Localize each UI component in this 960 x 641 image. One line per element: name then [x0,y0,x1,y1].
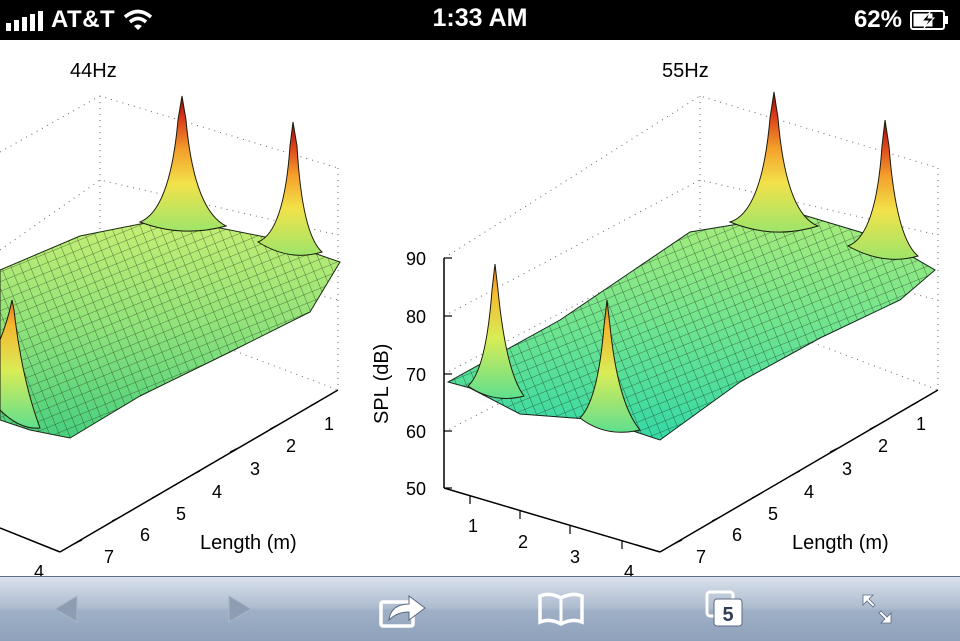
bookmarks-button[interactable] [516,577,606,641]
tick-length-r-2: 2 [878,436,888,456]
battery-charging-icon [910,10,948,30]
web-content[interactable]: 44Hz [0,40,960,576]
tick-length-r-5: 5 [768,504,778,524]
tick-length-r-4: 4 [804,482,814,502]
wifi-icon [124,9,153,30]
plot-title-44hz: 44Hz [70,60,117,82]
tabs-count: 5 [722,604,733,626]
tick-length-6: 6 [140,525,150,545]
battery-percent: 62% [853,6,902,33]
tick-spl-70: 70 [406,365,426,385]
length-axis-right: 1 2 3 4 5 6 7 Length (m) [673,401,926,567]
tick-length-2: 2 [286,436,296,456]
plot-title-55hz: 55Hz [662,60,709,82]
peak-55hz-b [846,119,920,260]
tick-length-r-7: 7 [696,547,706,567]
tick-length-7: 7 [104,547,114,567]
status-right: 62% [854,4,950,36]
tick-spl-60: 60 [406,422,426,442]
tick-width-2: 2 [518,532,528,552]
length-axis-left: 1 2 3 4 5 6 7 Length (m) 4 [34,401,334,576]
mesh-44hz [0,218,340,438]
tick-width-4: 4 [624,562,634,576]
back-arrow-icon [54,595,78,623]
tabs-button[interactable]: 5 [680,577,770,641]
tick-spl-80: 80 [406,307,426,327]
signal-icon [6,9,43,31]
width-axis-right: 1 2 3 4 [468,496,634,576]
status-bar: AT&T 1:33 AM 62% [0,0,960,40]
tick-spl-50: 50 [406,479,426,499]
tick-length-r-3: 3 [842,459,852,479]
peak-44hz-b [256,121,323,256]
tick-width-3: 3 [570,547,580,567]
length-label-right: Length (m) [792,532,889,554]
spl-axis: 90 80 70 60 50 SPL (dB) [371,249,452,499]
peak-44hz-a [138,95,228,232]
forward-button[interactable] [194,577,284,641]
peak-44hz-c [0,299,41,429]
fullscreen-button[interactable] [832,577,922,641]
tabs-icon: 5 [705,590,743,627]
bookmarks-icon [538,592,584,626]
peak-55hz-a [728,91,820,233]
spl-label: SPL (dB) [371,344,393,424]
tick-length-3: 3 [250,459,260,479]
tick-spl-90: 90 [406,249,426,269]
status-left: AT&T [6,4,153,36]
tick-length-r-6: 6 [732,525,742,545]
browser-toolbar: 5 [0,576,960,641]
tick-length-1: 1 [324,414,334,434]
plot-44hz: 44Hz [0,60,341,576]
share-icon [379,595,426,628]
tick-length-5: 5 [176,504,186,524]
share-button[interactable] [358,577,448,641]
carrier-name: AT&T [51,6,116,33]
plot-55hz: 55Hz 90 80 [371,60,939,576]
tick-length-r-1: 1 [916,414,926,434]
peak-55hz-c [467,263,525,399]
fullscreen-icon [862,594,892,624]
tick-length-4: 4 [212,482,222,502]
clock: 1:33 AM [432,4,528,32]
tick-width-1: 1 [468,516,478,536]
forward-arrow-icon [228,595,252,623]
length-label-left: Length (m) [200,532,297,554]
tick-width-4-left: 4 [34,562,44,576]
back-button[interactable] [22,577,112,641]
peak-55hz-d [579,299,641,433]
figure-canvas: 44Hz [0,60,939,576]
mesh-55hz [448,214,935,440]
